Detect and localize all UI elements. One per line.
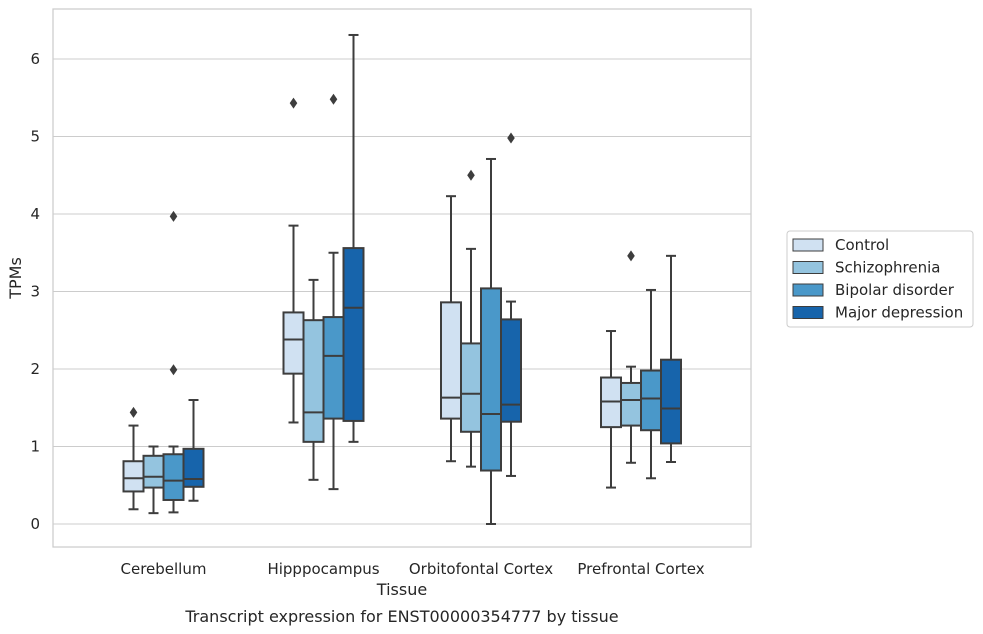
box-group — [322, 93, 345, 491]
y-tick-label: 6 — [30, 50, 40, 68]
x-tick-label: Hipppocampus — [267, 560, 379, 578]
x-axis-label: Tissue — [376, 580, 427, 599]
outlier-point — [507, 132, 515, 144]
box — [302, 319, 325, 443]
box-group — [342, 33, 365, 443]
legend: Control Schizophrenia Bipolar disorder Majo… — [786, 230, 974, 328]
outlier-point — [169, 210, 178, 222]
legend-swatch — [792, 283, 824, 297]
outlier-point — [627, 250, 635, 262]
box-group — [182, 399, 205, 502]
y-tick-label: 0 — [30, 515, 40, 533]
box-group — [640, 288, 662, 480]
legend-label: Bipolar disorder — [835, 281, 955, 299]
legend-label: Control — [835, 236, 889, 254]
box — [162, 453, 185, 501]
y-tick-labels: 0 1 2 3 4 5 6 — [30, 50, 40, 533]
legend-swatch — [792, 238, 824, 252]
boxes-layer — [122, 33, 682, 525]
box — [440, 301, 462, 420]
outlier-point — [329, 93, 338, 105]
box-group — [162, 210, 185, 514]
box — [500, 318, 522, 423]
y-tick-label: 5 — [30, 128, 40, 146]
box-group — [600, 330, 622, 489]
x-tick-label: Orbitofontal Cortex — [409, 560, 553, 578]
x-tick-labels: Cerebellum Hipppocampus Orbitofontal Corte… — [121, 560, 705, 578]
legend-swatch — [792, 261, 824, 274]
chart-caption: Transcript expression for ENST0000035477… — [184, 607, 618, 626]
box-group — [282, 97, 305, 424]
box — [282, 311, 305, 375]
box — [142, 454, 165, 489]
x-tick-label: Cerebellum — [121, 560, 207, 578]
y-tick-label: 3 — [30, 283, 40, 301]
legend-label: Schizophrenia — [835, 259, 940, 277]
box-group — [500, 132, 522, 477]
legend-swatch — [792, 306, 824, 319]
box — [182, 447, 205, 488]
box — [122, 460, 145, 493]
box — [460, 342, 482, 433]
box — [480, 287, 502, 472]
box-group — [460, 169, 482, 468]
y-tick-label: 2 — [30, 360, 40, 378]
box — [342, 247, 365, 422]
box — [640, 369, 662, 432]
x-tick-label: Prefrontal Cortex — [577, 560, 704, 578]
y-tick-label: 4 — [30, 205, 40, 223]
box — [660, 358, 682, 445]
legend-label: Major depression — [835, 304, 963, 322]
outlier-point — [467, 169, 475, 181]
box — [322, 316, 345, 420]
legend-frame — [786, 230, 974, 328]
plot-frame — [52, 8, 752, 548]
box-group — [142, 445, 165, 515]
box-group — [660, 254, 682, 463]
outlier-point — [169, 364, 178, 376]
outlier-point — [129, 406, 138, 418]
y-tick-label: 1 — [30, 438, 40, 456]
box — [620, 381, 642, 427]
y-axis-label: TPMs — [6, 257, 25, 300]
outlier-point — [289, 97, 298, 109]
box-group — [122, 406, 145, 511]
